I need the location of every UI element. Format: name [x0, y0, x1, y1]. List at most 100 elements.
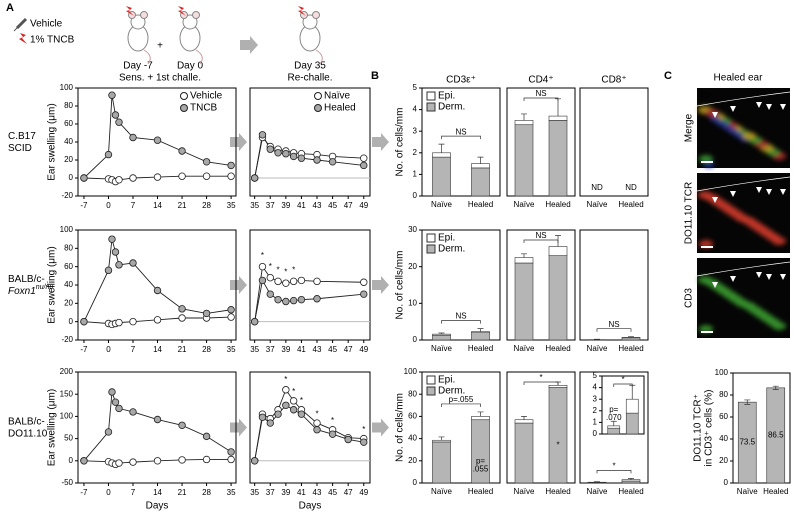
comparison-bracket [523, 381, 559, 385]
x-tick-label: 41 [297, 201, 306, 210]
error-bar [555, 98, 561, 117]
mouse-icon [178, 6, 203, 65]
comparison-label: * [621, 375, 624, 384]
error-bar [477, 156, 484, 164]
data-point [282, 279, 290, 287]
bar-segment [432, 333, 451, 336]
x-tick-label: Healed [545, 200, 570, 209]
bar-segment [514, 419, 534, 424]
data-point [202, 158, 211, 166]
y-tick-label: 40 [719, 434, 728, 443]
legend-swatch [426, 244, 436, 254]
data-point [153, 136, 162, 144]
y-tick-label: 2 [413, 148, 418, 157]
nucleus [734, 132, 744, 138]
comparison-label: NS [608, 320, 619, 329]
arrowhead [766, 104, 772, 110]
legend-label: Epi. [438, 233, 455, 244]
legend-swatch [426, 375, 436, 385]
error-bar [521, 113, 527, 121]
data-point [115, 118, 123, 126]
data-point [250, 457, 259, 465]
bar-segment [514, 257, 534, 264]
series-line [83, 239, 232, 322]
error-bar [772, 385, 779, 390]
x-tick-label: 28 [202, 201, 211, 210]
arrowhead [766, 274, 772, 280]
data-point [129, 133, 137, 142]
data-point [313, 277, 321, 286]
arrowhead [712, 112, 718, 118]
error-bar [744, 399, 751, 405]
plot-frame [249, 229, 371, 341]
data-point [129, 408, 137, 416]
legend-swatch [314, 104, 322, 112]
data-point [266, 419, 274, 427]
x-tick-label: Healed [763, 487, 788, 496]
significance-mark: * [362, 425, 365, 434]
icon-bolt [19, 33, 27, 44]
significance-mark: * [276, 265, 279, 274]
value-label: ND [625, 183, 637, 192]
x-tick-label: 37 [266, 488, 275, 497]
legend-swatch [180, 92, 188, 100]
comparison-label: NS [535, 231, 546, 240]
y-tick-label: 100 [404, 367, 418, 376]
nucleus [710, 116, 720, 122]
row-label: C.B17 [8, 131, 36, 142]
y-tick-label: 60 [408, 412, 417, 421]
y-tick-label: 5 [593, 371, 598, 380]
data-point [115, 404, 123, 413]
x-tick-label: 35 [227, 345, 236, 354]
inset-error-bar [610, 420, 617, 426]
data-point [266, 290, 274, 298]
x-tick-label: 0 [106, 488, 111, 497]
bar-segment [514, 120, 534, 126]
plot-frame [579, 87, 649, 197]
x-tick-label: 39 [281, 201, 290, 210]
error-bar [477, 411, 484, 417]
row-label: BALB/c- [8, 416, 45, 427]
data-point [250, 174, 259, 182]
bar-segment [432, 439, 451, 443]
data-point [282, 297, 290, 306]
legend-swatch [426, 386, 436, 396]
data-point [360, 161, 368, 170]
cells [698, 106, 786, 168]
y-tick-label: 40 [64, 137, 73, 146]
y-tick-label: 20 [719, 456, 728, 465]
bar-segment [548, 255, 568, 341]
error-bar [438, 332, 445, 335]
legend-label: Epi. [438, 375, 455, 386]
mouse-ear [192, 11, 200, 19]
x-tick-label: -7 [80, 345, 88, 354]
y-tick-label: 0 [413, 478, 418, 487]
series-line [83, 391, 232, 462]
row-label: DO11.10 [8, 428, 48, 439]
data-label: 73.5 [739, 438, 755, 447]
series-line [83, 95, 232, 179]
bar-segment [548, 120, 568, 197]
mouse-head [182, 14, 198, 30]
bar-segment [514, 124, 534, 197]
y-tick-label: 3 [413, 126, 418, 135]
data-point [202, 172, 211, 180]
bar-segment [471, 163, 490, 169]
error-bar [477, 328, 484, 332]
row-label-text: Foxn1 [8, 286, 36, 297]
y-axis-label: Ear swelling (μm) [47, 103, 58, 180]
x-tick-label: 49 [359, 201, 368, 210]
arrowhead [712, 197, 718, 203]
data-point [297, 154, 306, 162]
bar-segment [548, 246, 568, 256]
data-point [178, 305, 186, 313]
error-bar [521, 253, 527, 258]
significance-mark: * [292, 387, 295, 396]
data-point [344, 435, 352, 444]
y-tick-label: 4 [413, 105, 418, 114]
plot-frame [249, 87, 371, 197]
x-tick-label: Naïve [514, 487, 535, 496]
plot-frame [421, 87, 501, 197]
significance-mark: * [300, 396, 303, 405]
